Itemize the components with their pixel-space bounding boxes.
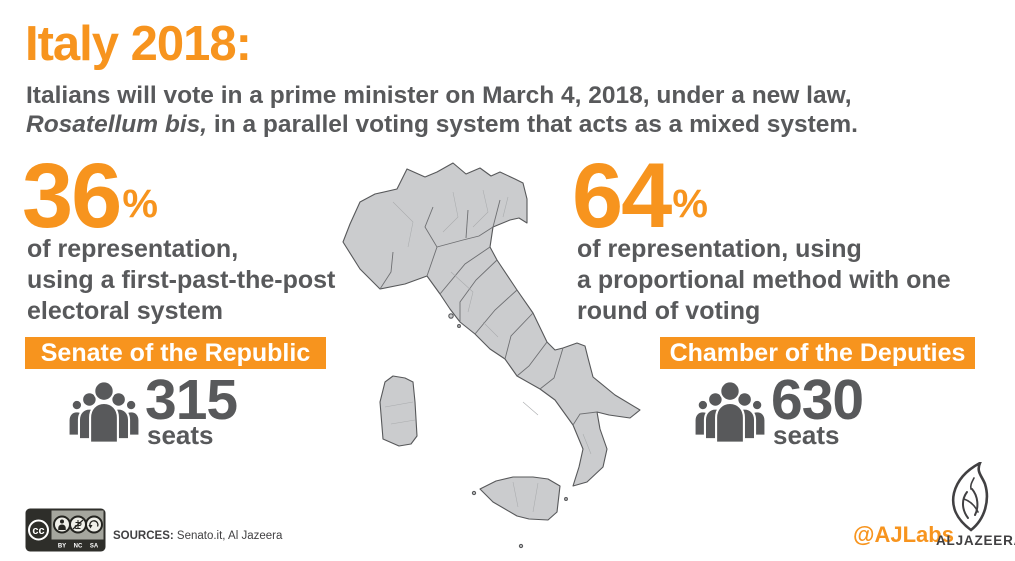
chamber-percent-sign: % [672,182,708,226]
senate-percent-value: 36 [22,145,122,247]
chamber-percent: 64% [572,150,708,244]
senate-percent-sign: % [122,182,158,226]
sources-label: SOURCES: [113,530,174,542]
senate-seats-label: seats [147,420,214,450]
sicily-shape [479,476,561,521]
cc-sharealike-icon [85,515,103,534]
aljazeera-wordmark: ALJAZEERA [936,533,1015,548]
sources-text: Senato.it, Al Jazeera [173,530,283,542]
subtitle-line1: Italians will vote in a prime minister o… [26,82,852,109]
chamber-percent-value: 64 [572,145,672,247]
senate-percent: 36% [22,150,158,244]
ajlabs-handle: @AJLabs [853,522,954,547]
cc-sa-label: SA [90,544,99,550]
cc-license-badge: cc BY NC SA [25,508,106,552]
cc-noncommercial-icon [69,515,87,534]
sardinia-shape [379,375,418,447]
chamber-seats-value: 630 [771,368,864,432]
cc-logo-letters: cc [32,525,44,537]
italy-map [342,162,641,549]
cc-nc-label: NC [74,544,83,550]
chamber-description: of representation, using a proportional … [577,235,951,325]
sources-line: SOURCES: Senato.it, Al Jazeera [113,530,282,542]
senate-banner: Senate of the Republic [25,337,326,369]
page-title: Italy 2018: [25,17,252,71]
cc-logo-icon [28,519,49,541]
subtitle: Italians will vote in a prime minister o… [26,81,858,139]
subtitle-law-name: Rosatellum bis, [26,111,208,138]
subtitle-line2: in a parallel voting system that acts as… [207,111,858,138]
italy-mainland-shape [342,162,641,487]
senate-seats-value: 315 [145,368,238,432]
chamber-seats-label: seats [773,420,840,450]
cc-attribution-icon [53,515,71,534]
cc-by-label: BY [58,544,66,550]
crowd-icon [695,380,765,444]
crowd-icon [69,380,139,444]
senate-description: of representation, using a first-past-th… [27,235,336,325]
chamber-banner: Chamber of the Deputies [660,337,975,369]
aljazeera-logo-icon [951,462,989,532]
